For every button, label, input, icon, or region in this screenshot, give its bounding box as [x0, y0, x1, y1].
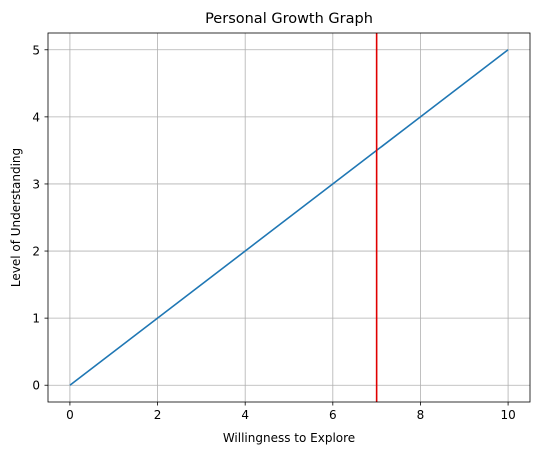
y-tick-label: 5	[32, 43, 40, 57]
y-tick-label: 2	[32, 245, 40, 259]
series-line	[69, 49, 509, 386]
x-tick-label: 10	[500, 408, 515, 422]
plot-frame	[47, 32, 531, 403]
chart-title: Personal Growth Graph	[205, 11, 373, 27]
y-tick-label: 1	[32, 312, 40, 326]
x-axis-label: Willingness to Explore	[223, 431, 355, 445]
grid	[48, 33, 530, 402]
plot-data	[69, 33, 509, 402]
x-tick-label: 8	[417, 408, 425, 422]
x-tick-label: 0	[66, 408, 74, 422]
y-tick-label: 3	[32, 177, 40, 191]
ticks: 0 2 4 6 8 10 0 1 2 3 4 5	[32, 43, 515, 422]
x-tick-label: 2	[154, 408, 162, 422]
x-tick-label: 4	[241, 408, 249, 422]
y-tick-label: 0	[32, 379, 40, 393]
y-axis-label: Level of Understanding	[9, 148, 23, 287]
y-tick-label: 4	[32, 110, 40, 124]
x-tick-label: 6	[329, 408, 337, 422]
